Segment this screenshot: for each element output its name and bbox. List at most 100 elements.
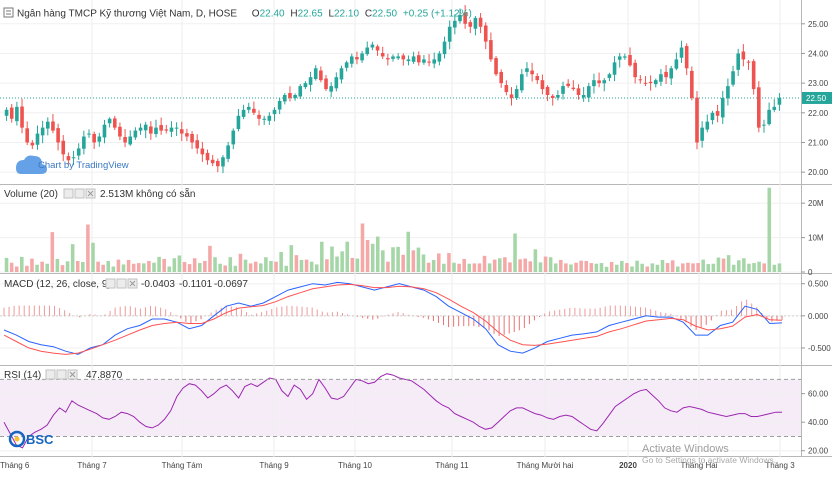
volume-bar <box>498 258 502 272</box>
candle-body <box>514 89 519 99</box>
eye-icon[interactable] <box>63 188 74 199</box>
rsi-line <box>3 373 782 449</box>
volume-bar <box>55 258 60 272</box>
volume-bar <box>528 261 533 272</box>
candle-body <box>571 87 576 90</box>
volume-bar <box>355 258 360 272</box>
candle-body <box>97 136 102 142</box>
candle-body <box>715 111 720 116</box>
candle-body <box>566 83 570 87</box>
candle-body <box>205 152 210 161</box>
volume-bar <box>147 260 151 272</box>
candle-body <box>252 108 256 113</box>
candle-body <box>200 148 205 155</box>
close-icon[interactable] <box>85 188 96 199</box>
volume-bar <box>81 262 85 272</box>
close-icon[interactable] <box>67 369 78 380</box>
volume-bar <box>640 263 644 272</box>
signal-line <box>3 283 783 355</box>
collapse-icon[interactable] <box>3 7 14 18</box>
candle-body <box>15 106 19 122</box>
volume-bar <box>370 243 375 272</box>
volume-bar <box>238 253 243 272</box>
volume-bar <box>757 261 761 272</box>
candle-body <box>684 46 689 69</box>
time-axis-label: Tháng 10 <box>338 461 372 470</box>
macd-axis[interactable]: -0.500 0.000 0.500 <box>801 280 831 353</box>
rsi-axis[interactable]: 20.00 40.00 60.00 <box>801 390 829 456</box>
candle-body <box>695 97 699 143</box>
volume-bar <box>96 261 100 272</box>
pane-separators <box>0 0 832 457</box>
candle-body <box>282 95 287 102</box>
candle-body <box>107 118 112 124</box>
candle-body <box>344 62 349 68</box>
candle-body <box>757 87 761 128</box>
candle-body <box>638 79 643 81</box>
candle-body <box>9 107 14 119</box>
volume-bar <box>467 263 472 272</box>
candle-body <box>262 118 266 120</box>
candle-body <box>128 136 133 145</box>
candle-body <box>530 70 534 75</box>
candle-body <box>447 26 452 42</box>
candle-body <box>241 109 246 117</box>
last-price-label: 22.50 <box>802 91 832 104</box>
volume-bar <box>508 262 512 272</box>
volume-bar <box>40 261 44 272</box>
volume-bar <box>345 241 350 272</box>
price-tick: 21.00 <box>808 138 829 147</box>
volume-bar <box>157 256 161 272</box>
gear-icon[interactable] <box>56 369 67 380</box>
gear-icon[interactable] <box>116 278 127 289</box>
candle-body <box>659 74 663 82</box>
macd-tick: 0.000 <box>808 312 829 321</box>
candle-body <box>401 55 406 60</box>
price-axis[interactable]: 20.00 21.00 22.00 23.00 24.00 25.00 <box>801 20 829 177</box>
candle-body <box>360 53 364 61</box>
close-icon[interactable] <box>127 278 138 289</box>
volume-tick: 20M <box>808 199 824 208</box>
volume-bar <box>604 266 609 272</box>
volume-bar <box>492 259 497 272</box>
eye-icon[interactable] <box>105 278 116 289</box>
volume-axis[interactable]: 0 10M 20M <box>801 199 824 277</box>
time-axis-label: Tháng 11 <box>435 461 469 470</box>
candle-body <box>489 40 493 60</box>
volume-bar <box>106 260 111 272</box>
candle-body <box>545 86 550 95</box>
tradingview-branding[interactable]: Chart by TradingView <box>16 155 129 175</box>
eye-icon[interactable] <box>45 369 56 380</box>
candle-body <box>690 70 694 98</box>
volume-bar <box>564 263 568 272</box>
volume-bar <box>452 262 456 272</box>
volume-bar <box>721 258 726 272</box>
gear-icon[interactable] <box>74 188 85 199</box>
chart-by-label[interactable]: Chart by TradingView <box>38 160 129 171</box>
candle-body <box>71 157 76 159</box>
macd-legend[interactable]: MACD (12, 26, close, 9) -0.0403 -0.1101 … <box>4 278 248 290</box>
volume-bar <box>213 257 217 272</box>
volume-tick: 10M <box>808 234 824 243</box>
candle-body <box>51 121 55 131</box>
volume-bar <box>208 245 212 272</box>
candle-body <box>422 59 426 63</box>
volume-bar <box>777 263 782 272</box>
rsi-legend[interactable]: RSI (14) 47.8870 <box>4 369 123 381</box>
time-axis[interactable]: Tháng 6 Tháng 7 Tháng Tám Tháng 9 Tháng 10 Th… <box>0 461 795 470</box>
bsc-logo: BSC <box>8 430 54 448</box>
watermark-line1: Activate Windows <box>642 443 729 455</box>
volume-bar <box>223 265 227 272</box>
volume-legend[interactable]: Volume (20) 2.513M không có sẵn <box>4 187 196 200</box>
time-axis-label: 2020 <box>619 461 637 470</box>
symbol-legend[interactable]: Ngân hàng TMCP Kỹ thương Việt Nam, D, HO… <box>3 7 472 20</box>
volume-bar <box>75 260 80 272</box>
volume-bar <box>533 249 538 272</box>
high-value: 22.65 <box>298 9 323 20</box>
macd-title: MACD (12, 26, close, 9) <box>4 279 111 290</box>
change-value: +0.25 (+1.12%) <box>403 9 472 20</box>
candle-body <box>45 121 50 129</box>
volume-bar <box>14 266 19 272</box>
candle-body <box>751 61 756 90</box>
